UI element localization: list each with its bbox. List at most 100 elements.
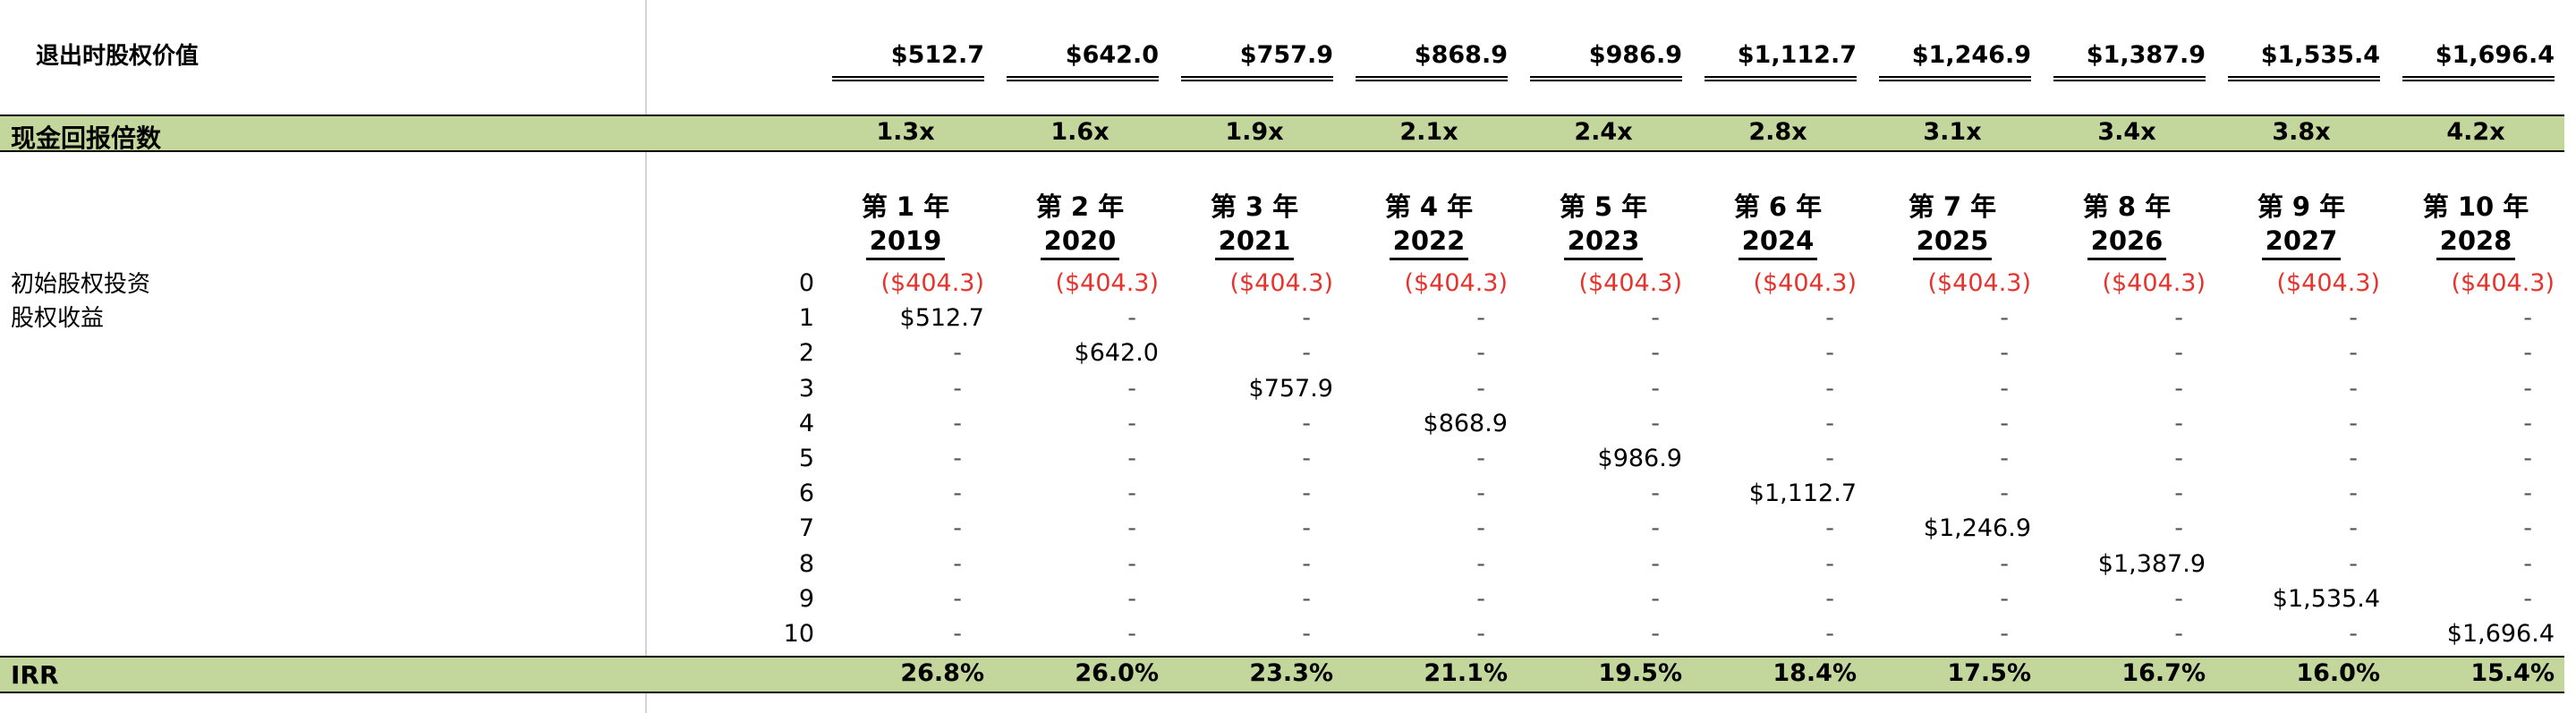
irr-cell: 26.0% <box>1075 659 1159 687</box>
exit-equity-cell: $868.9 <box>1356 41 1508 81</box>
empty-cell: - <box>2349 410 2358 437</box>
exit-equity-cell: $1,387.9 <box>2053 41 2206 81</box>
empty-cell: - <box>1651 339 1660 367</box>
period-header: 第 6 年 2024 <box>1697 190 1858 260</box>
empty-cell: - <box>2000 550 2009 578</box>
empty-cell: - <box>2349 339 2358 367</box>
row-number: 1 <box>798 304 814 332</box>
empty-cell: - <box>2523 445 2532 472</box>
multiple-cell: 2.4x <box>1574 118 1633 146</box>
equity-proceeds-cell: $1,112.7 <box>1748 480 1857 507</box>
row-number: 7 <box>798 514 814 542</box>
period-label: 第 7 年 <box>1908 191 1997 222</box>
empty-cell: - <box>2000 445 2009 472</box>
empty-cell: - <box>2349 304 2358 332</box>
exit-equity-cell: $1,112.7 <box>1705 41 1857 81</box>
irr-cell: 18.4% <box>1773 659 1857 687</box>
period-year: 2025 <box>1912 224 1993 260</box>
empty-cell: - <box>1825 375 1834 403</box>
initial-investment-cell: ($404.3) <box>1578 269 1682 297</box>
empty-cell: - <box>1302 585 1311 613</box>
empty-cell: - <box>953 514 962 542</box>
row-number: 10 <box>783 620 814 648</box>
empty-cell: - <box>1476 620 1485 648</box>
irr-cell: 21.1% <box>1424 659 1508 687</box>
empty-cell: - <box>1476 480 1485 507</box>
empty-cell: - <box>2000 585 2009 613</box>
empty-cell: - <box>2174 480 2183 507</box>
equity-proceeds-cell: $986.9 <box>1597 445 1682 472</box>
row-number: 0 <box>798 269 814 297</box>
empty-cell: - <box>1825 410 1834 437</box>
empty-cell: - <box>2000 375 2009 403</box>
empty-cell: - <box>1825 445 1834 472</box>
empty-cell: - <box>2349 375 2358 403</box>
initial-investment-cell: ($404.3) <box>1753 269 1857 297</box>
period-header: 第 3 年 2021 <box>1174 190 1335 260</box>
equity-proceeds-cell: $1,535.4 <box>2272 585 2380 613</box>
empty-cell: - <box>1825 304 1834 332</box>
irr-cell: 17.5% <box>1947 659 2031 687</box>
empty-cell: - <box>1302 339 1311 367</box>
period-year: 2028 <box>2436 224 2516 260</box>
empty-cell: - <box>2523 480 2532 507</box>
period-label: 第 3 年 <box>1210 191 1299 222</box>
period-year: 2026 <box>2087 224 2167 260</box>
empty-cell: - <box>1825 585 1834 613</box>
period-header: 第 9 年 2027 <box>2221 190 2382 260</box>
empty-cell: - <box>1127 375 1136 403</box>
multiple-cell: 1.9x <box>1225 118 1284 146</box>
empty-cell: - <box>2174 375 2183 403</box>
empty-cell: - <box>1651 620 1660 648</box>
empty-cell: - <box>953 410 962 437</box>
empty-cell: - <box>2349 514 2358 542</box>
empty-cell: - <box>1825 550 1834 578</box>
column-divider <box>645 0 647 713</box>
empty-cell: - <box>2000 304 2009 332</box>
period-header: 第 4 年 2022 <box>1348 190 1509 260</box>
initial-investment-cell: ($404.3) <box>2451 269 2555 297</box>
period-label: 第 10 年 <box>2422 191 2529 222</box>
empty-cell: - <box>1302 550 1311 578</box>
equity-proceeds-cell: $1,696.4 <box>2446 620 2555 648</box>
empty-cell: - <box>1651 514 1660 542</box>
multiple-cell: 3.4x <box>2097 118 2156 146</box>
period-year: 2023 <box>1563 224 1644 260</box>
period-label: 第 5 年 <box>1559 191 1648 222</box>
initial-investment-cell: ($404.3) <box>880 269 984 297</box>
multiple-band: 现金回报倍数 <box>0 115 2564 153</box>
exit-equity-label: 退出时股权价值 <box>36 43 200 70</box>
empty-cell: - <box>1127 514 1136 542</box>
empty-cell: - <box>2174 339 2183 367</box>
period-header: 第 10 年 2028 <box>2395 190 2556 260</box>
empty-cell: - <box>1127 480 1136 507</box>
period-year: 2020 <box>1040 224 1120 260</box>
empty-cell: - <box>2349 550 2358 578</box>
empty-cell: - <box>2000 410 2009 437</box>
row-number: 5 <box>798 445 814 472</box>
empty-cell: - <box>1476 514 1485 542</box>
row-number: 8 <box>798 550 814 578</box>
period-label: 第 8 年 <box>2082 191 2172 222</box>
empty-cell: - <box>1825 514 1834 542</box>
period-label: 第 9 年 <box>2257 191 2346 222</box>
irr-band: IRR <box>0 656 2564 693</box>
empty-cell: - <box>2000 339 2009 367</box>
equity-proceeds-cell: $757.9 <box>1248 375 1333 403</box>
empty-cell: - <box>2349 445 2358 472</box>
exit-equity-cell: $986.9 <box>1530 41 1682 81</box>
empty-cell: - <box>1302 304 1311 332</box>
empty-cell: - <box>1127 585 1136 613</box>
empty-cell: - <box>2000 620 2009 648</box>
empty-cell: - <box>953 445 962 472</box>
empty-cell: - <box>953 339 962 367</box>
empty-cell: - <box>2349 620 2358 648</box>
empty-cell: - <box>2000 480 2009 507</box>
empty-cell: - <box>1302 480 1311 507</box>
equity-proceeds-cell: $512.7 <box>899 304 984 332</box>
empty-cell: - <box>1651 375 1660 403</box>
period-year: 2019 <box>865 224 946 260</box>
period-label: 第 4 年 <box>1384 191 1474 222</box>
empty-cell: - <box>1302 514 1311 542</box>
